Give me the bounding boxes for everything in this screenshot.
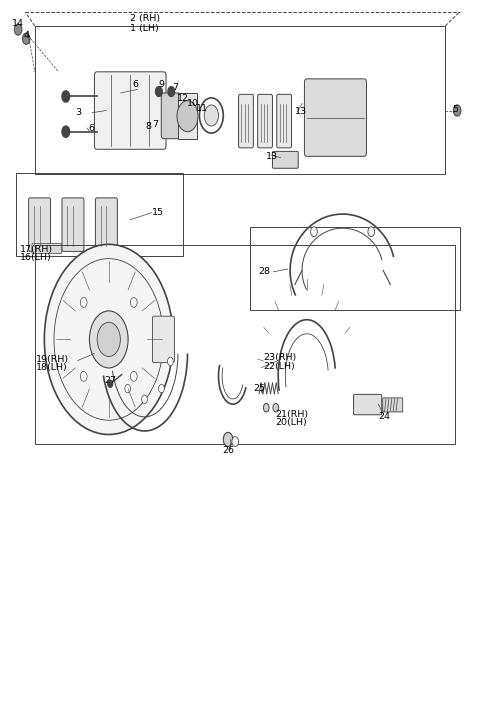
Text: 18(LH): 18(LH) [36, 363, 68, 372]
FancyBboxPatch shape [354, 395, 382, 415]
Bar [250, 227, 459, 310]
Bar [178, 93, 197, 139]
Circle shape [223, 433, 233, 446]
FancyBboxPatch shape [95, 72, 166, 149]
Text: 25: 25 [253, 384, 265, 393]
Text: 14: 14 [12, 19, 24, 28]
Circle shape [264, 404, 269, 412]
Text: 9: 9 [159, 80, 165, 89]
Bar [35, 26, 445, 174]
Text: 12: 12 [177, 94, 189, 103]
Circle shape [131, 371, 137, 381]
FancyBboxPatch shape [96, 198, 117, 252]
Circle shape [62, 90, 70, 102]
Text: 4: 4 [24, 30, 30, 40]
FancyBboxPatch shape [29, 198, 50, 252]
Circle shape [453, 105, 461, 116]
Text: 23(RH): 23(RH) [263, 354, 296, 362]
Text: 1 (LH): 1 (LH) [130, 23, 159, 33]
Text: 27: 27 [104, 375, 116, 385]
Text: 19(RH): 19(RH) [36, 355, 69, 363]
Text: 7: 7 [172, 83, 178, 92]
FancyBboxPatch shape [62, 198, 84, 252]
FancyBboxPatch shape [277, 94, 291, 148]
Circle shape [80, 371, 87, 381]
Text: 10: 10 [187, 99, 199, 108]
Circle shape [23, 33, 30, 45]
Text: 7: 7 [152, 120, 158, 129]
Text: 15: 15 [152, 208, 164, 217]
Text: 13: 13 [295, 107, 307, 117]
Text: 17(RH): 17(RH) [20, 245, 53, 254]
Circle shape [97, 322, 120, 356]
Text: 11: 11 [196, 104, 208, 113]
Text: 3: 3 [75, 108, 82, 117]
Text: 22(LH): 22(LH) [263, 362, 295, 370]
Text: 16(LH): 16(LH) [20, 253, 51, 262]
Text: 6: 6 [88, 124, 94, 133]
Text: 24: 24 [378, 412, 390, 421]
Circle shape [44, 245, 173, 435]
FancyBboxPatch shape [239, 94, 253, 148]
FancyBboxPatch shape [32, 244, 61, 254]
Circle shape [89, 311, 128, 368]
Circle shape [204, 105, 218, 126]
Circle shape [142, 395, 147, 404]
FancyBboxPatch shape [153, 316, 174, 363]
Circle shape [232, 437, 239, 446]
Bar [35, 245, 455, 443]
Circle shape [177, 100, 198, 132]
FancyBboxPatch shape [258, 94, 273, 148]
FancyBboxPatch shape [383, 398, 403, 412]
Circle shape [311, 227, 317, 237]
Circle shape [273, 404, 279, 412]
Text: 28: 28 [258, 267, 270, 276]
Text: 21(RH): 21(RH) [276, 409, 309, 419]
Circle shape [108, 380, 113, 387]
Circle shape [14, 24, 22, 35]
Text: 26: 26 [222, 446, 234, 455]
Circle shape [156, 86, 162, 96]
Bar [16, 173, 183, 257]
Circle shape [168, 357, 173, 366]
Circle shape [168, 86, 175, 96]
Text: 13: 13 [266, 152, 278, 160]
FancyBboxPatch shape [161, 93, 180, 139]
FancyBboxPatch shape [273, 151, 298, 168]
Text: 5: 5 [452, 105, 458, 115]
Circle shape [80, 298, 87, 308]
Text: 8: 8 [145, 122, 152, 132]
Circle shape [125, 385, 131, 393]
Text: 6: 6 [132, 80, 139, 89]
Circle shape [62, 126, 70, 137]
Text: 20(LH): 20(LH) [276, 418, 308, 427]
FancyBboxPatch shape [304, 79, 366, 156]
Circle shape [368, 227, 374, 237]
Text: 2 (RH): 2 (RH) [130, 15, 160, 23]
Circle shape [158, 385, 164, 393]
Circle shape [131, 298, 137, 308]
